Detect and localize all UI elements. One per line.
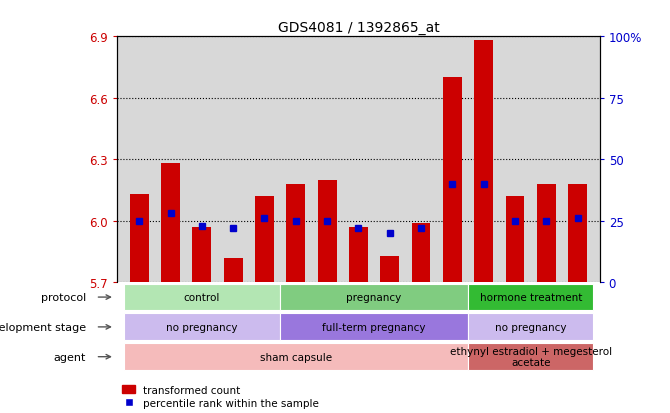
Text: protocol: protocol [41,292,86,302]
Bar [280,284,468,311]
Bar [161,164,180,282]
Bar [443,78,462,282]
Text: pregnancy: pregnancy [346,292,402,302]
Text: hormone treatment: hormone treatment [480,292,582,302]
Text: development stage: development stage [0,322,86,332]
Bar [468,314,594,340]
Legend: transformed count, percentile rank within the sample: transformed count, percentile rank withi… [123,385,319,408]
Bar [468,344,594,370]
Text: no pregnancy: no pregnancy [166,322,238,332]
Bar [474,41,493,282]
Title: GDS4081 / 1392865_at: GDS4081 / 1392865_at [277,21,440,35]
Bar [349,227,368,282]
Bar [286,184,306,282]
Bar [506,197,525,282]
Bar [255,197,274,282]
Bar [130,195,149,282]
Bar [123,344,468,370]
Bar [123,314,280,340]
Text: agent: agent [54,352,86,362]
Bar [318,180,336,282]
Bar [568,184,587,282]
Bar [123,284,280,311]
Text: full-term pregnancy: full-term pregnancy [322,322,426,332]
Bar [192,227,211,282]
Bar [537,184,556,282]
Text: control: control [184,292,220,302]
Bar [280,314,468,340]
Bar [381,256,399,282]
Text: no pregnancy: no pregnancy [495,322,567,332]
Bar [411,223,431,282]
Bar [468,284,594,311]
Bar [224,258,243,282]
Text: ethynyl estradiol + megesterol
acetate: ethynyl estradiol + megesterol acetate [450,346,612,368]
Text: sham capsule: sham capsule [260,352,332,362]
